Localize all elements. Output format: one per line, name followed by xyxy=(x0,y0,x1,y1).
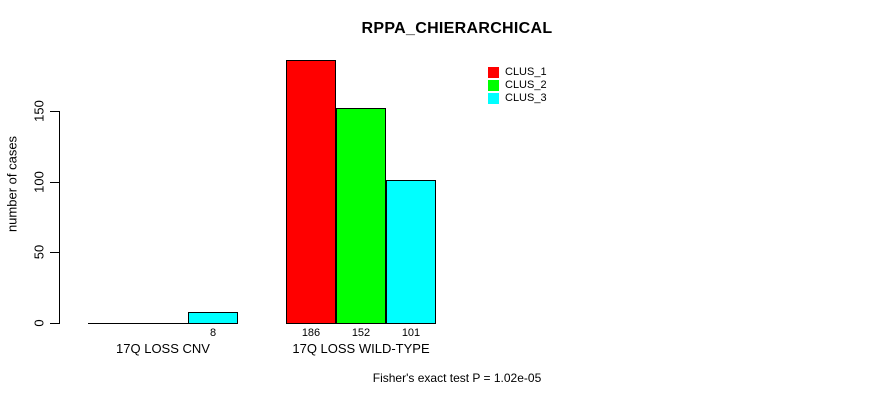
legend: CLUS_1 CLUS_2 CLUS_3 xyxy=(488,66,547,105)
bar-clus-2-17q-loss-cnv xyxy=(138,323,188,324)
bar-value-label: 8 xyxy=(209,327,217,339)
x-category-label: 17Q LOSS WILD-TYPE xyxy=(292,341,430,356)
y-axis-tick xyxy=(50,111,59,112)
legend-item: CLUS_1 xyxy=(488,66,547,79)
legend-item: CLUS_3 xyxy=(488,92,547,105)
fisher-test-annotation: Fisher's exact test P = 1.02e-05 xyxy=(372,371,542,385)
y-axis-tick-label: 50 xyxy=(31,245,47,260)
y-axis-tick-label: 0 xyxy=(31,319,47,327)
legend-label: CLUS_2 xyxy=(505,79,547,91)
legend-swatch-clus-3 xyxy=(488,93,499,104)
legend-item: CLUS_2 xyxy=(488,79,547,92)
legend-swatch-clus-2 xyxy=(488,80,499,91)
bar-clus-3-17q-loss-wild-type xyxy=(386,180,436,324)
y-axis-line xyxy=(59,111,60,324)
y-axis-tick xyxy=(50,323,59,324)
bar-clus-1-17q-loss-wild-type xyxy=(286,60,336,324)
chart-title: RPPA_CHIERARCHICAL xyxy=(361,20,553,37)
bar-value-label: 152 xyxy=(351,327,371,339)
y-axis-tick-label: 150 xyxy=(31,100,47,122)
bar-clus-3-17q-loss-cnv xyxy=(188,311,238,324)
y-axis-tick xyxy=(50,181,59,183)
x-category-label: 17Q LOSS CNV xyxy=(116,341,210,356)
legend-label: CLUS_3 xyxy=(505,92,547,104)
bar-clus-2-17q-loss-wild-type xyxy=(336,108,386,324)
legend-label: CLUS_1 xyxy=(505,66,547,78)
bar-clus-1-17q-loss-cnv xyxy=(88,323,138,324)
y-axis-label: number of cases xyxy=(4,135,20,233)
bar-value-label: 101 xyxy=(401,327,421,339)
y-axis-tick xyxy=(50,252,59,254)
y-axis-tick-label: 100 xyxy=(31,170,47,193)
legend-swatch-clus-1 xyxy=(488,67,499,78)
bar-value-label: 186 xyxy=(301,327,321,339)
